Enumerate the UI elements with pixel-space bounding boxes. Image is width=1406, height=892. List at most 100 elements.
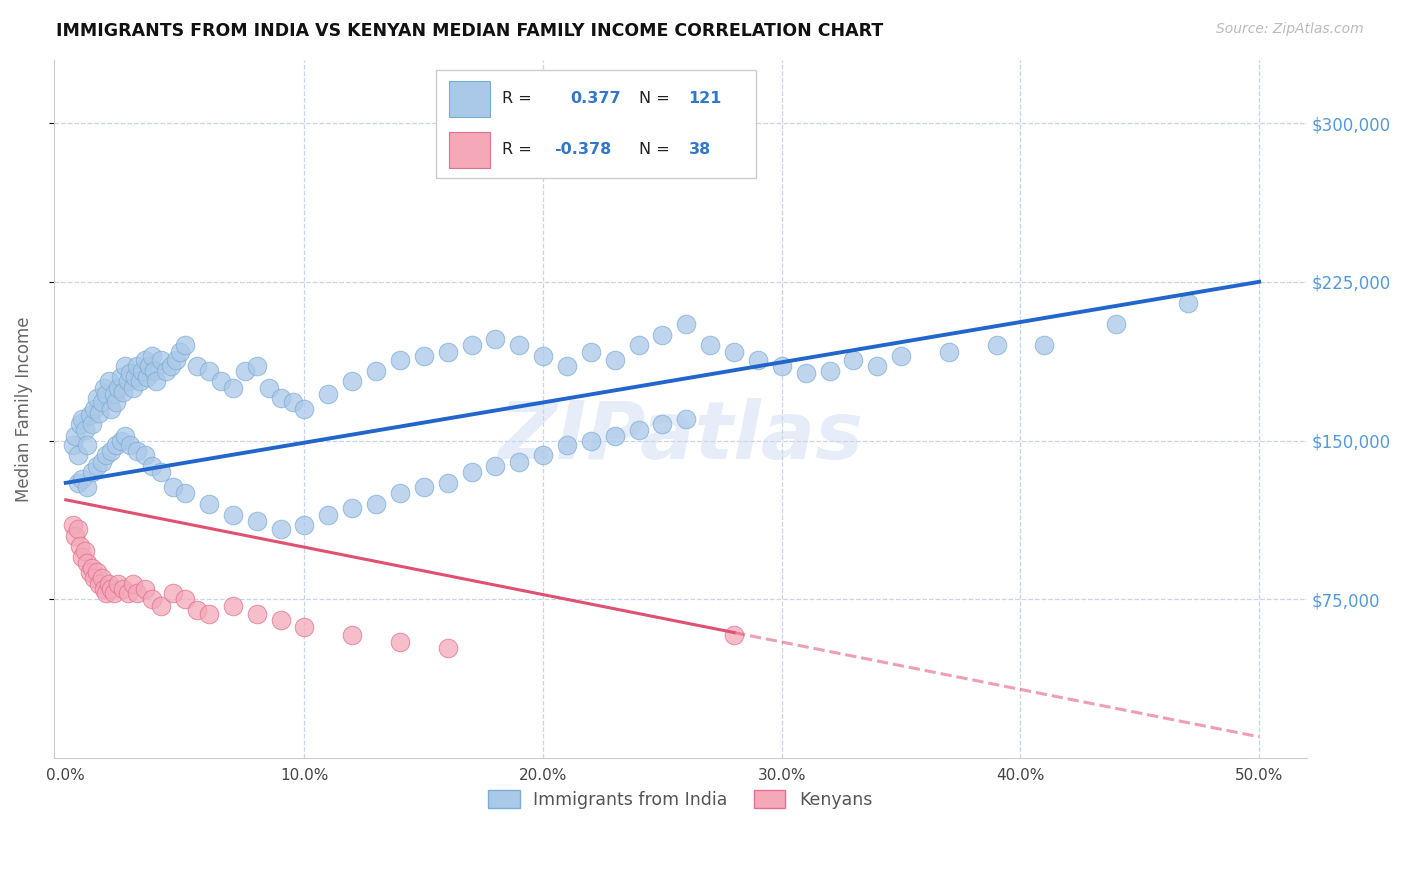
Point <box>174 338 197 352</box>
Point <box>281 395 304 409</box>
Point <box>294 620 316 634</box>
Point <box>412 349 434 363</box>
Legend: Immigrants from India, Kenyans: Immigrants from India, Kenyans <box>481 783 879 815</box>
Point <box>103 586 125 600</box>
Point <box>141 458 163 473</box>
Point <box>104 438 127 452</box>
Point <box>121 577 143 591</box>
Point <box>86 565 108 579</box>
Point <box>270 523 292 537</box>
Point <box>818 364 841 378</box>
Point <box>112 582 135 596</box>
Point <box>257 381 280 395</box>
Point <box>90 571 112 585</box>
Point <box>318 387 340 401</box>
Point <box>222 508 245 522</box>
Point <box>62 438 84 452</box>
Point <box>890 349 912 363</box>
Point <box>246 607 269 621</box>
Point <box>110 434 132 448</box>
Point <box>141 349 163 363</box>
Point <box>100 401 122 416</box>
Point <box>579 434 602 448</box>
Point <box>246 359 269 374</box>
Point <box>627 338 650 352</box>
Point <box>150 599 173 613</box>
Point <box>198 364 221 378</box>
Text: Source: ZipAtlas.com: Source: ZipAtlas.com <box>1216 22 1364 37</box>
Point <box>80 560 103 574</box>
Point <box>143 364 166 378</box>
Point <box>72 472 94 486</box>
Point <box>83 571 105 585</box>
Point <box>294 401 316 416</box>
Point <box>723 628 745 642</box>
Point <box>100 582 122 596</box>
Point <box>318 508 340 522</box>
Point <box>112 384 135 399</box>
Point <box>117 586 139 600</box>
Point <box>159 359 181 374</box>
Point <box>165 353 187 368</box>
Point <box>460 465 482 479</box>
Point <box>198 607 221 621</box>
Point <box>555 359 578 374</box>
Point <box>340 628 363 642</box>
Point <box>436 640 458 655</box>
Point <box>96 387 118 401</box>
Point <box>65 529 87 543</box>
Point <box>131 364 153 378</box>
Point <box>675 412 697 426</box>
Point <box>388 634 411 648</box>
Point <box>627 423 650 437</box>
Point <box>209 374 232 388</box>
Point <box>270 614 292 628</box>
Point <box>89 406 111 420</box>
Point <box>169 344 191 359</box>
Point <box>246 514 269 528</box>
Text: IMMIGRANTS FROM INDIA VS KENYAN MEDIAN FAMILY INCOME CORRELATION CHART: IMMIGRANTS FROM INDIA VS KENYAN MEDIAN F… <box>56 22 883 40</box>
Point <box>747 353 769 368</box>
Point <box>294 518 316 533</box>
Point <box>436 475 458 490</box>
Point <box>93 582 115 596</box>
Point <box>388 486 411 500</box>
Point <box>96 586 118 600</box>
Point <box>134 448 156 462</box>
Point <box>364 364 387 378</box>
Point <box>135 370 157 384</box>
Point <box>162 480 184 494</box>
Point <box>388 353 411 368</box>
Point <box>89 577 111 591</box>
Point <box>723 344 745 359</box>
Point <box>198 497 221 511</box>
Point <box>555 438 578 452</box>
Point <box>114 359 136 374</box>
Point <box>83 401 105 416</box>
Point <box>174 592 197 607</box>
Point <box>79 565 101 579</box>
Point <box>76 438 98 452</box>
Point <box>69 417 91 431</box>
Text: ZIPatlas: ZIPatlas <box>498 398 863 475</box>
Point <box>93 381 115 395</box>
Point <box>842 353 865 368</box>
Point <box>484 458 506 473</box>
Point <box>103 387 125 401</box>
Point <box>80 417 103 431</box>
Point <box>270 391 292 405</box>
Point <box>76 480 98 494</box>
Point <box>1177 296 1199 310</box>
Point <box>127 586 149 600</box>
Point <box>412 480 434 494</box>
Point <box>127 359 149 374</box>
Point <box>72 549 94 564</box>
Point <box>69 540 91 554</box>
Point <box>155 364 177 378</box>
Point <box>104 395 127 409</box>
Point <box>233 364 256 378</box>
Point <box>114 429 136 443</box>
Point <box>866 359 889 374</box>
Point <box>66 523 89 537</box>
Y-axis label: Median Family Income: Median Family Income <box>15 316 32 501</box>
